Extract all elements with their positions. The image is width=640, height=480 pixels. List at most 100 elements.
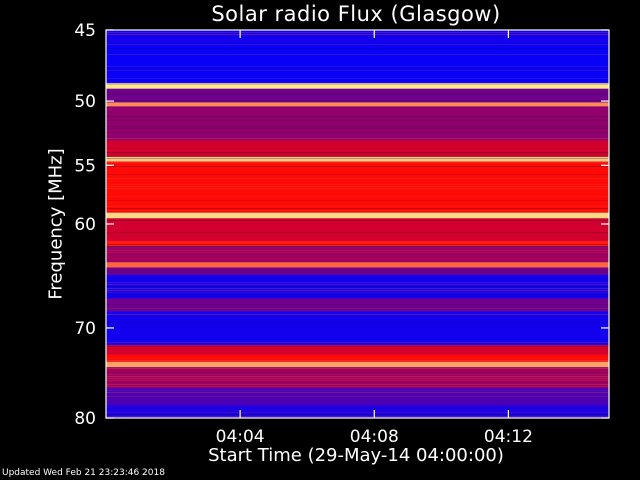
texture-line: [106, 54, 609, 55]
spectrum-band-9: [106, 212, 609, 219]
texture-line: [106, 44, 609, 45]
texture-line: [106, 412, 609, 413]
texture-line: [106, 384, 609, 385]
spectrum-band-15: [106, 274, 609, 299]
spectrum-band-13: [106, 262, 609, 268]
texture-line: [106, 148, 609, 149]
texture-line: [106, 150, 609, 151]
axes: 45 50 55 60 70 80 04:04 04:08 04:12: [74, 21, 610, 447]
texture-line: [106, 392, 609, 393]
texture-line: [106, 70, 609, 71]
texture-line: [106, 66, 609, 67]
texture-line: [106, 174, 609, 175]
texture-line: [106, 156, 609, 157]
texture-line: [106, 162, 609, 163]
y-tick-label-55: 55: [74, 156, 96, 176]
updated-footer: Updated Wed Feb 21 23:23:46 2018: [2, 468, 165, 478]
texture-line: [106, 382, 609, 383]
spectrum-band-22: [106, 387, 609, 406]
x-axis-label: Start Time (29-May-14 04:00:00): [208, 445, 504, 466]
spectrum-band-3: [106, 88, 609, 103]
texture-line: [106, 178, 609, 179]
spectrum-band-2: [106, 83, 609, 89]
spectrum-band-0: [106, 30, 609, 45]
texture-line: [106, 68, 609, 69]
texture-line: [106, 252, 609, 253]
texture-line: [106, 368, 609, 369]
texture-line: [106, 200, 609, 201]
texture-line: [106, 196, 609, 197]
texture-line: [106, 342, 609, 343]
texture-line: [106, 314, 609, 315]
texture-line: [106, 378, 609, 379]
x-tick-label-04:12: 04:12: [484, 427, 533, 447]
y-tick-label-45: 45: [74, 21, 96, 41]
spectrum-band-14: [106, 267, 609, 275]
texture-line: [106, 158, 609, 159]
texture-line: [106, 278, 609, 279]
texture-line: [106, 376, 609, 377]
texture-line: [106, 84, 609, 85]
texture-line: [106, 184, 609, 185]
spectrum-band-1: [106, 44, 609, 84]
texture-line: [106, 166, 609, 167]
spectrum-band-12: [106, 246, 609, 263]
texture-line: [106, 82, 609, 83]
texture-line: [106, 126, 609, 127]
spectrum-band-20: [106, 361, 609, 368]
texture-line: [106, 380, 609, 381]
texture-line: [106, 208, 609, 209]
texture-line: [106, 290, 609, 291]
spectrum-band-10: [106, 218, 609, 241]
texture-line: [106, 374, 609, 375]
texture-line: [106, 294, 609, 295]
texture-line: [106, 292, 609, 293]
texture-line: [106, 232, 609, 233]
texture-line: [106, 308, 609, 309]
texture-line: [106, 286, 609, 287]
spectrum-band-21: [106, 367, 609, 388]
spectrum-band-8: [106, 161, 609, 213]
texture-line: [106, 346, 609, 347]
texture-line: [106, 416, 609, 417]
texture-line: [106, 116, 609, 117]
y-tick-label-50: 50: [74, 92, 96, 112]
texture-line: [106, 220, 609, 221]
texture-line: [106, 188, 609, 189]
y-tick-label-60: 60: [74, 215, 96, 235]
texture-line: [106, 304, 609, 305]
texture-line: [106, 244, 609, 245]
spectrogram-bands: [106, 30, 609, 418]
spectrum-band-6: [106, 140, 609, 157]
texture-line: [106, 390, 609, 391]
texture-line: [106, 414, 609, 415]
texture-line: [106, 48, 609, 49]
spectrum-band-11: [106, 240, 609, 247]
texture-line: [106, 92, 609, 93]
texture-line: [106, 78, 609, 79]
y-tick-label-70: 70: [74, 319, 96, 339]
texture-line: [106, 128, 609, 129]
texture-line: [106, 34, 609, 35]
texture-line: [106, 250, 609, 251]
x-tick-label-04:08: 04:08: [350, 427, 399, 447]
texture-line: [106, 94, 609, 95]
texture-line: [106, 288, 609, 289]
spectrum-band-17: [106, 311, 609, 346]
texture-line: [106, 396, 609, 397]
texture-line: [106, 386, 609, 387]
texture-line: [106, 270, 609, 271]
texture-line: [106, 186, 609, 187]
texture-line: [106, 282, 609, 283]
texture-line: [106, 152, 609, 153]
texture-line: [106, 360, 609, 361]
texture-line: [106, 210, 609, 211]
spectrum-band-23: [106, 405, 609, 418]
texture-line: [106, 306, 609, 307]
texture-line: [106, 322, 609, 323]
texture-line: [106, 372, 609, 373]
texture-line: [106, 358, 609, 359]
texture-line: [106, 138, 609, 139]
texture-line: [106, 246, 609, 247]
